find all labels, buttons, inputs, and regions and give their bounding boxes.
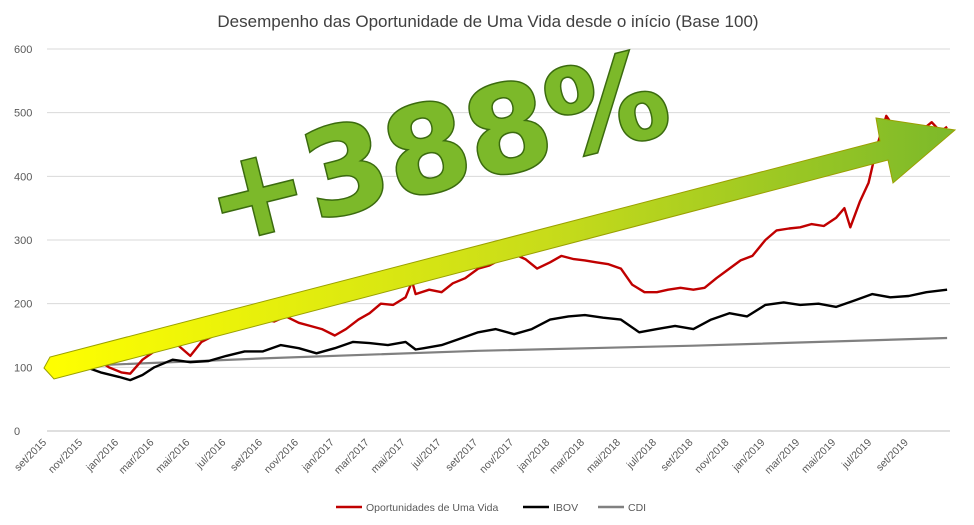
- x-tick-label: nov/2017: [477, 437, 516, 476]
- legend-label: CDI: [628, 502, 646, 514]
- growth-annotation: +388%: [191, 24, 682, 273]
- legend-label: IBOV: [553, 502, 578, 514]
- x-tick-label: set/2017: [443, 437, 480, 474]
- chart-title: Desempenho das Oportunidade de Uma Vida …: [217, 12, 758, 31]
- x-tick-label: mar/2018: [547, 437, 587, 477]
- y-tick-label: 100: [14, 362, 32, 374]
- x-tick-label: nov/2016: [262, 437, 301, 476]
- x-tick-label: mar/2016: [117, 437, 157, 477]
- x-tick-label: jul/2016: [193, 437, 228, 472]
- x-tick-label: nov/2018: [692, 437, 731, 476]
- x-tick-label: set/2018: [659, 437, 696, 474]
- gridlines: [47, 48, 950, 432]
- x-tick-label: jan/2016: [83, 437, 121, 475]
- x-tick-label: jul/2019: [839, 437, 874, 472]
- y-tick-label: 500: [14, 108, 32, 120]
- x-tick-label: set/2015: [12, 437, 49, 474]
- y-axis-ticks: 0 100 200 300 400 500 600: [14, 44, 32, 438]
- x-tick-label: set/2019: [874, 437, 911, 474]
- series-line-ibov: [46, 288, 948, 382]
- legend-label: Oportunidades de Uma Vida: [366, 502, 498, 514]
- trend-arrow: [43, 117, 957, 380]
- x-tick-label: mai/2018: [584, 437, 623, 476]
- x-tick-label: jul/2017: [409, 437, 444, 472]
- x-tick-label: mar/2017: [332, 437, 372, 477]
- x-tick-label: nov/2015: [46, 437, 85, 476]
- x-tick-label: mai/2016: [153, 437, 192, 476]
- y-tick-label: 300: [14, 235, 32, 247]
- legend: Oportunidades de Uma Vida IBOV CDI: [336, 502, 646, 514]
- x-tick-label: mar/2019: [762, 437, 802, 477]
- y-tick-label: 0: [14, 426, 20, 438]
- x-tick-label: jul/2018: [624, 437, 659, 472]
- y-tick-label: 200: [14, 299, 32, 311]
- x-tick-label: mai/2019: [799, 437, 838, 476]
- y-tick-label: 600: [14, 44, 32, 56]
- x-tick-label: mai/2017: [369, 437, 408, 476]
- x-tick-label: set/2016: [228, 437, 265, 474]
- y-tick-label: 400: [14, 171, 32, 183]
- trend-arrow-shape: [43, 117, 957, 380]
- x-axis-ticks: set/2015nov/2015jan/2016mar/2016mai/2016…: [12, 437, 911, 477]
